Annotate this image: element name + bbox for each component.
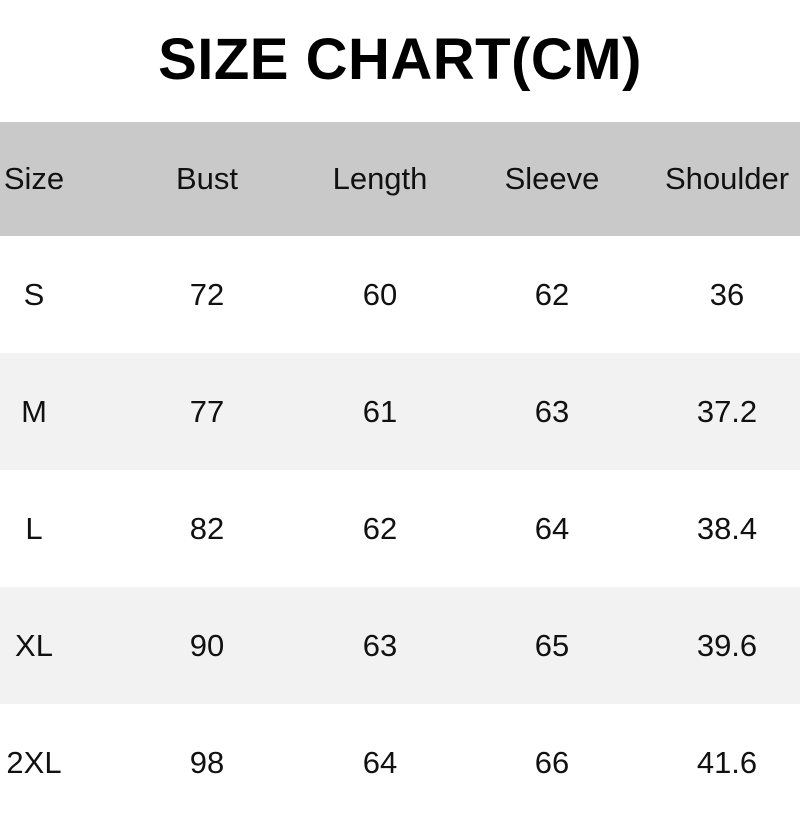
table-cell: 62 <box>534 276 570 312</box>
table-cell: 37.2 <box>696 393 758 429</box>
table-cell: 38.4 <box>696 510 758 546</box>
header-cell: Sleeve <box>504 161 600 196</box>
table-cell: 64 <box>534 510 570 546</box>
table-cell: 41.6 <box>696 744 758 780</box>
table-row: M 77 61 63 37.2 <box>0 353 800 470</box>
header-cell: Size <box>3 161 65 196</box>
table-cell: 72 <box>189 276 225 312</box>
header-cell: Shoulder <box>664 161 790 196</box>
table-cell: 62 <box>362 510 398 546</box>
table-cell: 2XL <box>6 744 62 780</box>
table-header: Size Bust Length Sleeve Shoulder <box>0 122 800 236</box>
table-cell: L <box>25 510 43 546</box>
table-cell: 82 <box>189 510 225 546</box>
table-row: XL 90 63 65 39.6 <box>0 587 800 704</box>
table-cell: 36 <box>709 276 745 312</box>
table-cell: 39.6 <box>696 627 758 663</box>
header-cell: Bust <box>175 161 239 196</box>
table-cell: 90 <box>189 627 225 663</box>
table-cell: 77 <box>189 393 225 429</box>
table-cell: 61 <box>362 393 398 429</box>
table-row: L 82 62 64 38.4 <box>0 470 800 587</box>
table-cell: S <box>23 276 45 312</box>
header-cell: Length <box>332 161 428 196</box>
table-cell: 64 <box>362 744 398 780</box>
table-cell: 60 <box>362 276 398 312</box>
table-cell: 66 <box>534 744 570 780</box>
table-row: S 72 60 62 36 <box>0 236 800 353</box>
table-cell: M <box>21 393 47 429</box>
table-cell: 65 <box>534 627 570 663</box>
table-cell: 63 <box>362 627 398 663</box>
table-cell: XL <box>15 627 53 663</box>
table-row: 2XL 98 64 66 41.6 <box>0 704 800 821</box>
page-title: SIZE CHART(CM) <box>158 27 642 92</box>
table-cell: 63 <box>534 393 570 429</box>
table-cell: 98 <box>189 744 225 780</box>
